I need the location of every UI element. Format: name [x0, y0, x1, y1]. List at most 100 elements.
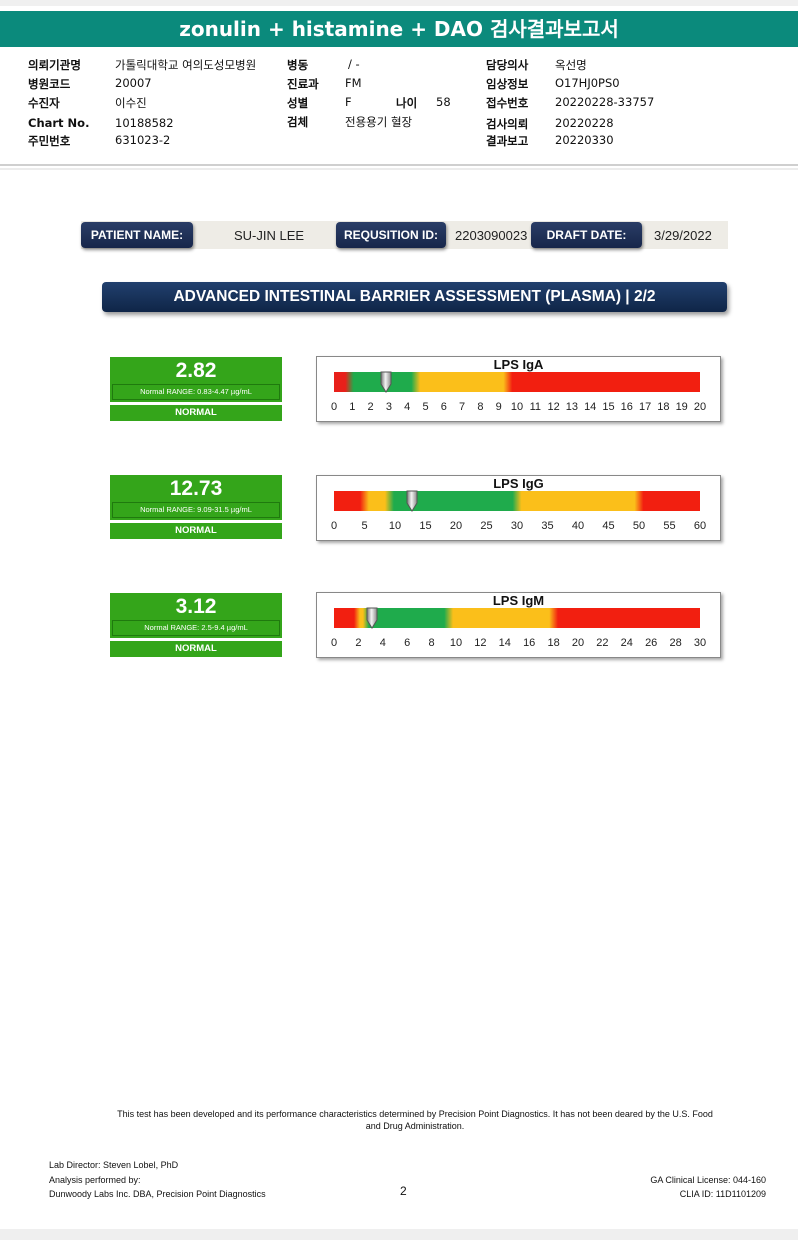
gauge-chart-lps-iga: LPS IgA 0 1 2 3 4 5 6 7 8 9 10 11 12 13 14 15 16 17 18 19 20	[316, 356, 721, 422]
tick-label: 11	[529, 401, 541, 413]
tick-label: 3	[385, 401, 392, 413]
analysis-performed: Analysis performed by:	[49, 1175, 141, 1185]
tick-label: 40	[571, 520, 585, 532]
department-value: FM	[345, 76, 362, 90]
tick-label: 20	[693, 401, 707, 413]
specimen-label: 검체	[287, 115, 309, 129]
ward-value: / -	[348, 57, 360, 71]
tick-label: 18	[547, 637, 560, 649]
tick-label: 55	[663, 520, 676, 532]
tick-label: 20	[449, 520, 463, 532]
age-label: 나이	[396, 96, 418, 110]
tick-label: 10	[388, 520, 402, 532]
tick-label: 30	[510, 520, 524, 532]
tick-label: 20	[571, 637, 585, 649]
ward-label: 병동	[287, 58, 309, 72]
hospital-code-label: 병원코드	[28, 77, 71, 91]
gauge-chart-lps-igg: LPS IgG 0 5 10 15 20 25 30 35 40 45 50 55 60	[316, 475, 721, 541]
result-value-box: 12.73 Normal RANGE: 9.09-31.5 µg/mL	[110, 475, 282, 520]
report-date-value: 20220330	[555, 133, 614, 147]
gauge-chart-lps-igm: LPS IgM 0 2 4 6 8 10 12 14 16 18 20 22 24 26 28 30	[316, 592, 721, 658]
status-badge: NORMAL	[110, 641, 282, 657]
header-divider-shadow	[0, 168, 798, 170]
tick-label: 4	[379, 637, 386, 649]
chart-title: LPS IgG	[493, 476, 544, 491]
tick-label: 9	[495, 401, 502, 413]
department-label: 진료과	[287, 77, 319, 91]
result-value-box: 2.82 Normal RANGE: 0.83-4.47 µg/mL	[110, 357, 282, 402]
tick-label: 5	[361, 520, 368, 532]
section-title: ADVANCED INTESTINAL BARRIER ASSESSMENT (…	[102, 282, 727, 312]
top-strip	[0, 0, 798, 6]
chart-no-label: Chart No.	[28, 116, 90, 130]
institution-label: 의뢰기관명	[28, 58, 81, 72]
gauge-bar	[334, 608, 700, 628]
result-value: 12.73	[169, 477, 223, 500]
request-date-label: 검사의뢰	[486, 117, 529, 131]
tick-label: 4	[404, 401, 411, 413]
clinical-info-value: O17HJ0PS0	[555, 76, 620, 90]
tick-label: 12	[547, 401, 560, 413]
normal-range: Normal RANGE: 2.5-9.4 µg/mL	[112, 620, 280, 636]
patient-label: 수진자	[28, 96, 60, 110]
value-marker-icon	[406, 490, 418, 512]
doctor-label: 담당의사	[486, 58, 529, 72]
clia-id: CLIA ID: 11D1101209	[679, 1189, 766, 1199]
tick-label: 2	[367, 401, 374, 413]
hospital-code-value: 20007	[115, 76, 152, 90]
chart-no-value: 10188582	[115, 116, 174, 130]
gauge-bar	[334, 372, 700, 392]
tick-label: 28	[669, 637, 682, 649]
page-number: 2	[400, 1184, 407, 1198]
bottom-strip	[0, 1229, 798, 1240]
tick-label: 17	[638, 401, 652, 413]
tick-label: 8	[477, 401, 484, 413]
clinical-info-label: 임상정보	[486, 77, 529, 91]
normal-range: Normal RANGE: 0.83-4.47 µg/mL	[112, 384, 280, 400]
tick-label: 14	[584, 401, 597, 413]
draft-date-value: 3/29/2022	[654, 228, 712, 243]
institution-value: 가톨릭대학교 여의도성모병원	[115, 58, 257, 72]
tick-label: 16	[620, 401, 633, 413]
tick-label: 0	[330, 637, 338, 649]
sex-value: F	[345, 95, 352, 109]
tick-label: 35	[541, 520, 554, 532]
result-value: 2.82	[175, 359, 217, 382]
tick-label: 8	[428, 637, 435, 649]
tick-label: 10	[449, 637, 463, 649]
patient-name-value: SU-JIN LEE	[234, 228, 305, 243]
tick-label: 0	[330, 401, 338, 413]
normal-range: Normal RANGE: 9.09-31.5 µg/mL	[112, 502, 280, 518]
header-divider	[0, 164, 798, 166]
tick-label: 6	[440, 401, 447, 413]
report-title: zonulin + histamine + DAO 검사결과보고서	[0, 11, 798, 47]
receipt-no-value: 20220228-33757	[555, 95, 655, 109]
tick-label: 7	[459, 401, 466, 413]
patient-value: 이수진	[115, 96, 147, 110]
chart-title: LPS IgA	[493, 357, 544, 372]
result-value: 3.12	[175, 595, 217, 618]
specimen-value: 전용용기 혈장	[345, 115, 413, 129]
tick-label: 0	[330, 520, 338, 532]
tick-label: 13	[565, 401, 579, 413]
receipt-no-label: 접수번호	[486, 96, 529, 110]
rrn-label: 주민번호	[28, 134, 71, 148]
tick-label: 18	[657, 401, 670, 413]
chart-title: LPS IgM	[492, 593, 545, 608]
gauge-bar	[334, 491, 700, 511]
disclaimer: This test has been developed and its per…	[117, 1109, 713, 1131]
tick-label: 22	[596, 637, 609, 649]
requisition-id-label: REQUSITION ID:	[336, 222, 446, 248]
doctor-value: 옥선명	[555, 58, 587, 72]
lab-name: Dunwoody Labs Inc. DBA, Precision Point …	[49, 1189, 266, 1199]
clinical-license: GA Clinical License: 044-160	[650, 1175, 766, 1185]
draft-date-label: DRAFT DATE:	[531, 222, 642, 248]
tick-label: 24	[620, 637, 633, 649]
tick-label: 45	[602, 520, 615, 532]
tick-label: 12	[474, 637, 487, 649]
tick-label: 50	[632, 520, 646, 532]
requisition-id-value: 2203090023	[455, 228, 528, 243]
tick-label: 15	[602, 401, 615, 413]
tick-label: 19	[675, 401, 688, 413]
patient-name-label: PATIENT NAME:	[81, 222, 193, 248]
